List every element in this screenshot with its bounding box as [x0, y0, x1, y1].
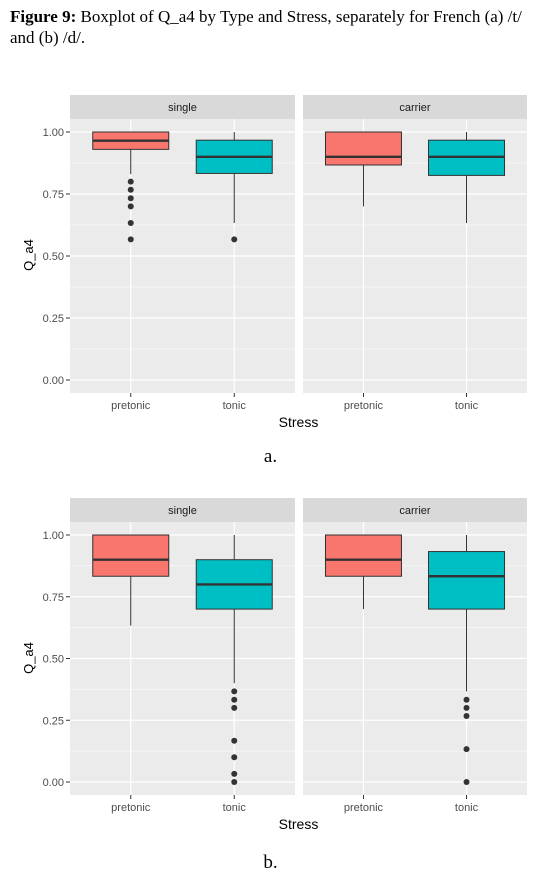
chart-b-xtick-label: tonic: [223, 802, 247, 814]
chart-a-xtick-label: pretonic: [111, 400, 151, 412]
chart-a-ytick-label: 0.50: [43, 251, 64, 263]
chart-b-ytick-label: 0.50: [43, 654, 64, 666]
chart-b-xtick-label: pretonic: [344, 802, 384, 814]
chart-b-box-pretonic: [324, 534, 402, 577]
chart-b-facet-strip: [303, 498, 527, 522]
chart-a-ytick-label: 0.75: [43, 189, 64, 201]
chart-b-facet-label: single: [168, 505, 197, 517]
subfigure-label-a: a.: [263, 446, 278, 467]
chart-b-ytick-label: 0.25: [43, 715, 64, 727]
chart-a-ylabel: Q_a4: [21, 239, 36, 271]
chart-a-xtick-label: tonic: [223, 400, 247, 412]
chart-a-outlier-point: [231, 236, 238, 243]
chart-b-outlier-point: [463, 779, 470, 785]
chart-b-facet-strip: [70, 498, 295, 522]
chart-a-ytick-label: 0.00: [43, 375, 64, 387]
chart-b-ytick-label: 0.00: [43, 777, 64, 789]
chart-a-outlier-point: [127, 236, 134, 243]
chart-b-outlier-point: [463, 696, 470, 703]
chart-b-outlier-point: [231, 737, 238, 744]
chart-b-outlier-point: [231, 770, 238, 777]
chart-a-xtick-label: pretonic: [344, 400, 384, 412]
chart-b-ylabel: Q_a4: [21, 642, 36, 674]
figure-number: Figure 9:: [10, 7, 77, 26]
chart-b-box-pretonic: [92, 534, 170, 577]
chart-b-ytick-label: 1.00: [43, 530, 64, 542]
chart-a-ytick-label: 0.25: [43, 313, 64, 325]
chart-b-outlier-point: [231, 688, 238, 695]
chart-a-facet-label: carrier: [399, 102, 431, 114]
subfigure-label-b: b.: [263, 852, 278, 873]
chart-b-outlier-point: [463, 704, 470, 711]
chart-b-box-tonic: [428, 551, 506, 610]
chart-b-outlier-point: [231, 704, 238, 711]
chart-b-facet-label: carrier: [399, 505, 431, 517]
chart-a-facet-strip: [303, 95, 527, 119]
figure-caption-text: Boxplot of Q_a4 by Type and Stress, sepa…: [10, 7, 522, 47]
chart-b-xtick-label: tonic: [455, 802, 479, 814]
chart-b-outlier-point: [231, 779, 238, 785]
chart-a-outlier-point: [127, 178, 134, 185]
chart-a-box-pretonic: [324, 131, 402, 166]
chart-a-outlier-point: [127, 220, 134, 227]
chart-b-outlier-point: [463, 713, 470, 720]
chart-a-outlier-point: [127, 195, 134, 202]
chart-b-xlabel: Stress: [279, 816, 319, 832]
chart-b-outlier-point: [231, 754, 238, 761]
chart-a-facet-strip: [70, 95, 295, 119]
chart-a-xlabel: Stress: [279, 414, 319, 430]
chart-a-outlier-point: [127, 203, 134, 210]
chart-a-ytick-label: 1.00: [43, 127, 64, 139]
chart-a-outlier-point: [127, 186, 134, 193]
chart-b-outlier-point: [231, 696, 238, 703]
chart-a-facet-label: single: [168, 102, 197, 114]
chart-b-ytick-label: 0.75: [43, 592, 64, 604]
chart-a-xtick-label: tonic: [455, 400, 479, 412]
figure-caption: Figure 9: Boxplot of Q_a4 by Type and St…: [10, 6, 530, 48]
chart-b-outlier-point: [463, 746, 470, 753]
chart-b-xtick-label: pretonic: [111, 802, 151, 814]
